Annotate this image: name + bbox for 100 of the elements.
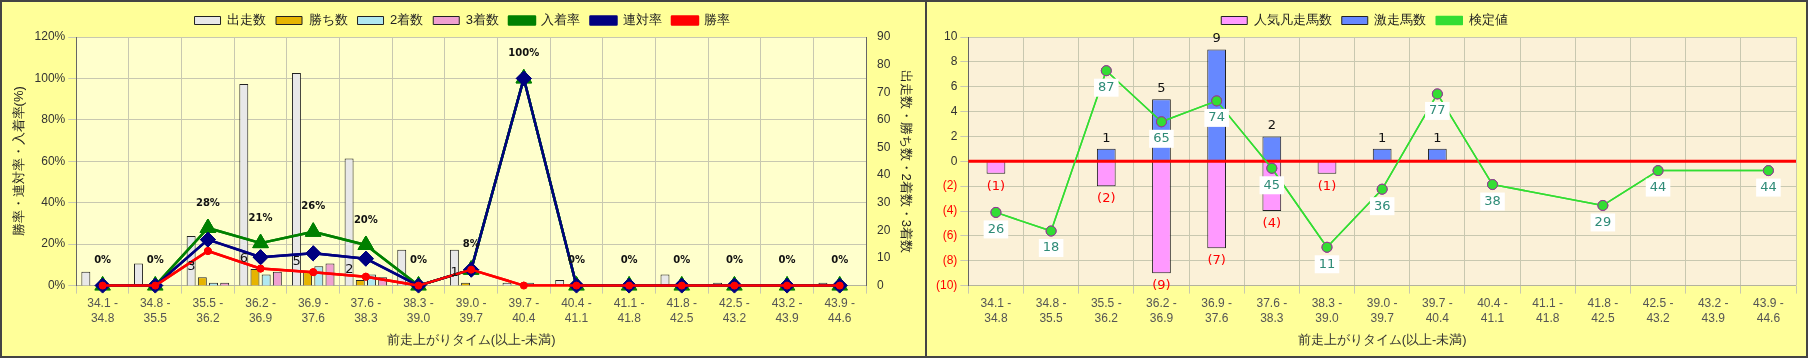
y-tick-label: 60%	[41, 153, 66, 168]
legend-label: 連対率	[622, 12, 662, 28]
data-label: (4)	[1262, 214, 1282, 230]
data-label: (2)	[1097, 190, 1116, 206]
data-label: 0%	[146, 254, 164, 266]
data-label: 100%	[508, 47, 540, 59]
data-label: 0%	[778, 254, 796, 266]
y-tick-label: (10)	[936, 277, 958, 292]
data-label: 2	[1267, 117, 1276, 133]
legend-label: 人気凡走馬数	[1253, 12, 1332, 28]
data-label: 0%	[831, 254, 849, 266]
data-label: 44	[1760, 178, 1777, 194]
x-tick-label: 37.6 - 38.3	[350, 296, 382, 325]
legend-label: 検定値	[1468, 12, 1508, 28]
x-tick-label: 39.0 - 39.7	[1366, 296, 1398, 325]
x-tick-label: 36.2 - 36.9	[1146, 296, 1177, 325]
x-tick-label: 35.5 - 36.2	[192, 296, 224, 325]
x-tick-label: 34.1 - 34.8	[980, 296, 1012, 325]
data-label: 6	[239, 249, 249, 265]
x-tick-label: 36.9 - 37.6	[1201, 296, 1232, 325]
y2-tick-label: 30	[877, 195, 891, 210]
y-tick-label: 8	[950, 54, 958, 69]
data-label: 0%	[94, 254, 112, 266]
y-tick-label: 4	[950, 103, 958, 118]
data-label: 5	[1157, 80, 1166, 96]
data-label: 87	[1098, 79, 1115, 95]
x-tick-label: 34.8 - 35.5	[1035, 296, 1067, 325]
data-label: 74	[1208, 109, 1225, 125]
y-tick-label: 120%	[34, 29, 66, 44]
x-tick-label: 43.2 - 43.9	[771, 296, 803, 325]
x-tick-label: 43.9 - 44.6	[1753, 296, 1784, 325]
data-label: (1)	[986, 177, 1006, 193]
data-label: 0%	[725, 254, 743, 266]
x-tick-label: 41.8 - 42.5	[666, 296, 698, 325]
legend-label: 3着数	[465, 12, 499, 28]
x-tick-label: 43.2 - 43.9	[1697, 296, 1729, 325]
data-label: (7)	[1207, 252, 1226, 268]
y-tick-label: 100%	[34, 70, 66, 85]
y2-tick-label: 60	[877, 112, 891, 127]
data-label: 18	[1042, 239, 1060, 255]
data-label: 29	[1594, 213, 1612, 229]
x-tick-label: 38.3 - 39.0	[403, 296, 434, 325]
x-axis-title: 前走上がりタイム(以上-未満)	[1297, 331, 1467, 347]
data-label: 21%	[248, 211, 273, 223]
legend-label: 出走数	[227, 12, 267, 28]
data-label: 26	[987, 220, 1005, 236]
x-tick-label: 40.4 - 41.1	[1477, 296, 1508, 325]
x-tick-label: 39.7 - 40.4	[1422, 296, 1453, 325]
x-tick-label: 41.1 - 41.8	[613, 296, 645, 325]
x-tick-label: 38.3 - 39.0	[1311, 296, 1343, 325]
data-label: 1	[1433, 129, 1442, 145]
x-tick-label: 40.4 - 41.1	[561, 296, 592, 325]
data-label: 45	[1263, 176, 1281, 192]
data-label: 0%	[410, 254, 428, 266]
y-tick-label: 80%	[41, 112, 66, 127]
data-label: (1)	[1317, 177, 1337, 193]
x-tick-label: 39.0 - 39.7	[455, 296, 487, 325]
x-tick-label: 37.6 - 38.3	[1256, 296, 1288, 325]
x-tick-label: 41.8 - 42.5	[1587, 296, 1619, 325]
x-tick-label: 34.8 - 35.5	[139, 296, 171, 325]
y-axis-title: 勝率・連対率・入着率(%)	[11, 86, 27, 237]
legend-label: 激走馬数	[1374, 12, 1427, 28]
x-tick-label: 42.5 - 43.2	[1642, 296, 1674, 325]
data-label: 0%	[673, 254, 691, 266]
data-label: 44	[1649, 178, 1667, 194]
data-label: 9	[1212, 30, 1221, 46]
data-label: 20%	[353, 213, 378, 225]
y-tick-label: (4)	[942, 203, 958, 218]
data-label: 0%	[620, 254, 638, 266]
x-tick-label: 42.5 - 43.2	[719, 296, 750, 325]
y2-tick-label: 40	[877, 167, 891, 182]
x-tick-label: 41.1 - 41.8	[1532, 296, 1564, 325]
data-label: (9)	[1152, 277, 1171, 293]
x-tick-label: 36.2 - 36.9	[245, 296, 276, 325]
data-label: 28%	[195, 196, 220, 208]
data-label: 65	[1153, 130, 1170, 146]
y-tick-label: 0%	[47, 277, 66, 292]
legend-label: 勝ち数	[308, 12, 348, 28]
x-tick-label: 43.9 - 44.6	[824, 296, 856, 325]
y-tick-label: 10	[943, 29, 958, 44]
y2-axis-title: 出走数・勝ち数・2着数・3着数	[898, 69, 914, 254]
data-label: 38	[1484, 192, 1501, 208]
x-tick-label: 39.7 - 40.4	[508, 296, 540, 325]
x-tick-label: 34.1 - 34.8	[87, 296, 118, 325]
data-label: 1	[1378, 129, 1387, 145]
legend-label: 入着率	[541, 12, 581, 28]
y2-tick-label: 20	[877, 222, 891, 237]
data-label: 77	[1429, 102, 1446, 118]
y-tick-label: 40%	[41, 195, 66, 210]
legend-label: 2着数	[390, 12, 424, 28]
data-label: 1	[1102, 129, 1111, 145]
legend-label: 勝率	[704, 12, 731, 28]
x-tick-label: 36.9 - 37.6	[297, 296, 329, 325]
data-label: 5	[292, 252, 301, 268]
data-label: 3	[187, 258, 196, 274]
y-tick-label: 6	[950, 79, 958, 94]
data-label: 36	[1373, 197, 1391, 213]
y2-tick-label: 90	[877, 29, 891, 44]
data-label: 11	[1318, 255, 1336, 271]
y-tick-label: 0	[950, 153, 958, 168]
